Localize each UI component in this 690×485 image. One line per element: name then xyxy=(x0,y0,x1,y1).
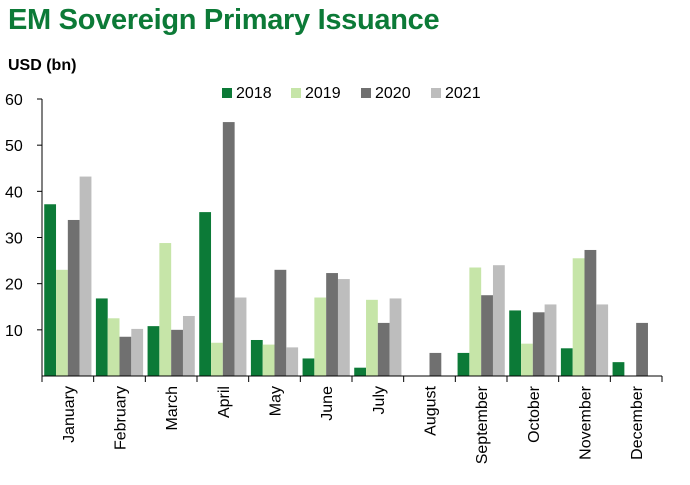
bar-2019-july xyxy=(366,299,378,376)
bar-2021-november xyxy=(596,304,609,376)
legend-swatch-2021 xyxy=(431,88,441,98)
bar-2019-january xyxy=(56,269,68,376)
x-tick-label-january: January xyxy=(61,386,78,443)
legend-label-2019: 2019 xyxy=(305,85,341,102)
x-tick-label-july: July xyxy=(371,386,388,414)
bar-2018-june xyxy=(302,358,315,376)
bar-area xyxy=(44,122,648,376)
x-tick-label-november: November xyxy=(578,385,595,459)
bar-2021-march xyxy=(182,315,195,376)
bar-2019-may xyxy=(262,344,275,376)
bar-2018-july xyxy=(354,367,367,376)
y-axis-ticks: 10 20 30 40 50 60 xyxy=(5,92,42,340)
bar-2021-june xyxy=(337,279,350,376)
bar-2020-june xyxy=(326,273,338,376)
x-tick-label-february: February xyxy=(113,386,130,450)
bar-2021-february xyxy=(131,328,144,376)
bar-2021-january xyxy=(79,176,92,376)
bar-2021-july xyxy=(389,298,402,376)
bar-2021-may xyxy=(286,347,299,376)
bar-2018-march xyxy=(147,326,160,376)
bar-2020-january xyxy=(67,219,80,376)
legend-swatch-2018 xyxy=(222,88,232,98)
bar-2020-august xyxy=(429,352,442,376)
legend-label-2021: 2021 xyxy=(445,85,481,102)
bar-2018-december xyxy=(612,362,625,376)
bar-2019-october xyxy=(521,343,533,376)
bar-2019-march xyxy=(159,243,172,376)
bar-2019-september xyxy=(469,267,482,376)
y-tick-label: 40 xyxy=(5,184,23,201)
bar-2020-april xyxy=(222,122,235,376)
bar-2020-july xyxy=(377,322,390,376)
x-tick-label-march: March xyxy=(164,386,181,430)
bar-2018-october xyxy=(509,310,522,376)
bar-2020-december xyxy=(636,322,648,376)
bar-2020-march xyxy=(171,329,183,376)
x-tick-label-may: May xyxy=(268,386,285,416)
bar-2020-october xyxy=(532,312,545,376)
bar-2021-october xyxy=(544,304,557,376)
y-axis-unit-label: USD (bn) xyxy=(8,57,77,74)
legend-swatch-2019 xyxy=(291,88,301,98)
y-tick-label: 30 xyxy=(5,231,23,248)
bar-2018-february xyxy=(95,298,108,376)
legend-swatch-2020 xyxy=(361,88,371,98)
y-tick-label: 50 xyxy=(5,138,23,155)
legend-label-2020: 2020 xyxy=(375,85,411,102)
legend-label-2018: 2018 xyxy=(236,85,272,102)
x-tick-label-june: June xyxy=(319,386,336,421)
bar-2018-september xyxy=(457,352,470,376)
bar-2019-april xyxy=(211,342,223,376)
bar-2020-november xyxy=(584,249,597,376)
y-tick-label: 60 xyxy=(5,92,23,109)
x-tick-label-april: April xyxy=(216,386,233,418)
bar-2018-november xyxy=(560,348,573,376)
bar-2019-june xyxy=(314,297,327,376)
x-tick-label-october: October xyxy=(526,385,543,443)
x-tick-label-august: August xyxy=(423,385,440,435)
bar-2020-may xyxy=(274,269,287,376)
x-tick-label-december: December xyxy=(629,385,646,459)
x-tick-label-september: September xyxy=(474,385,491,464)
bar-2018-january xyxy=(44,204,57,376)
x-axis-ticks: January February March April May June July Augu… xyxy=(41,376,663,464)
bar-2018-april xyxy=(199,212,212,376)
bar-2021-september xyxy=(492,265,505,376)
legend: 2018 2019 2020 2021 xyxy=(222,85,481,102)
chart-title: EM Sovereign Primary Issuance xyxy=(8,4,440,36)
bar-2019-february xyxy=(107,318,120,376)
bar-2020-february xyxy=(119,336,132,376)
y-tick-label: 10 xyxy=(5,323,23,340)
bar-2020-september xyxy=(481,295,493,376)
bar-2018-may xyxy=(250,339,263,376)
y-tick-label: 20 xyxy=(5,277,23,294)
bar-2021-april xyxy=(234,297,247,376)
bar-2019-november xyxy=(572,258,585,376)
